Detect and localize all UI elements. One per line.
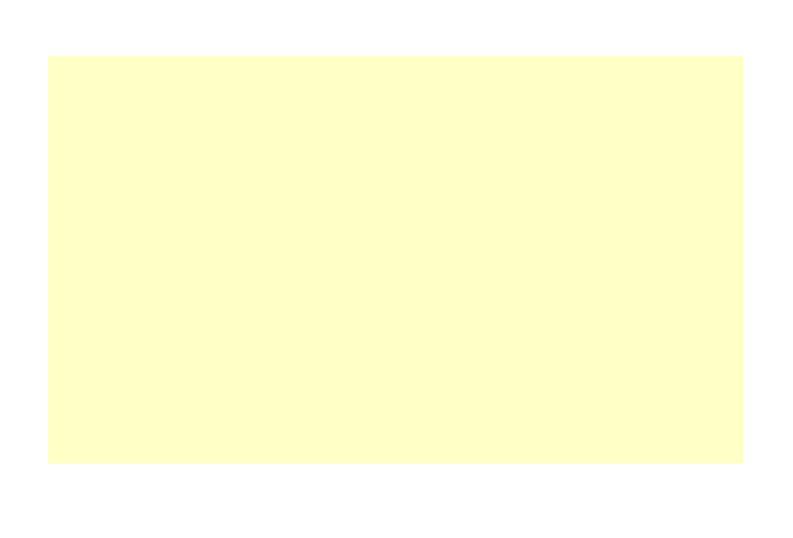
tide-plot-area (48, 56, 743, 463)
